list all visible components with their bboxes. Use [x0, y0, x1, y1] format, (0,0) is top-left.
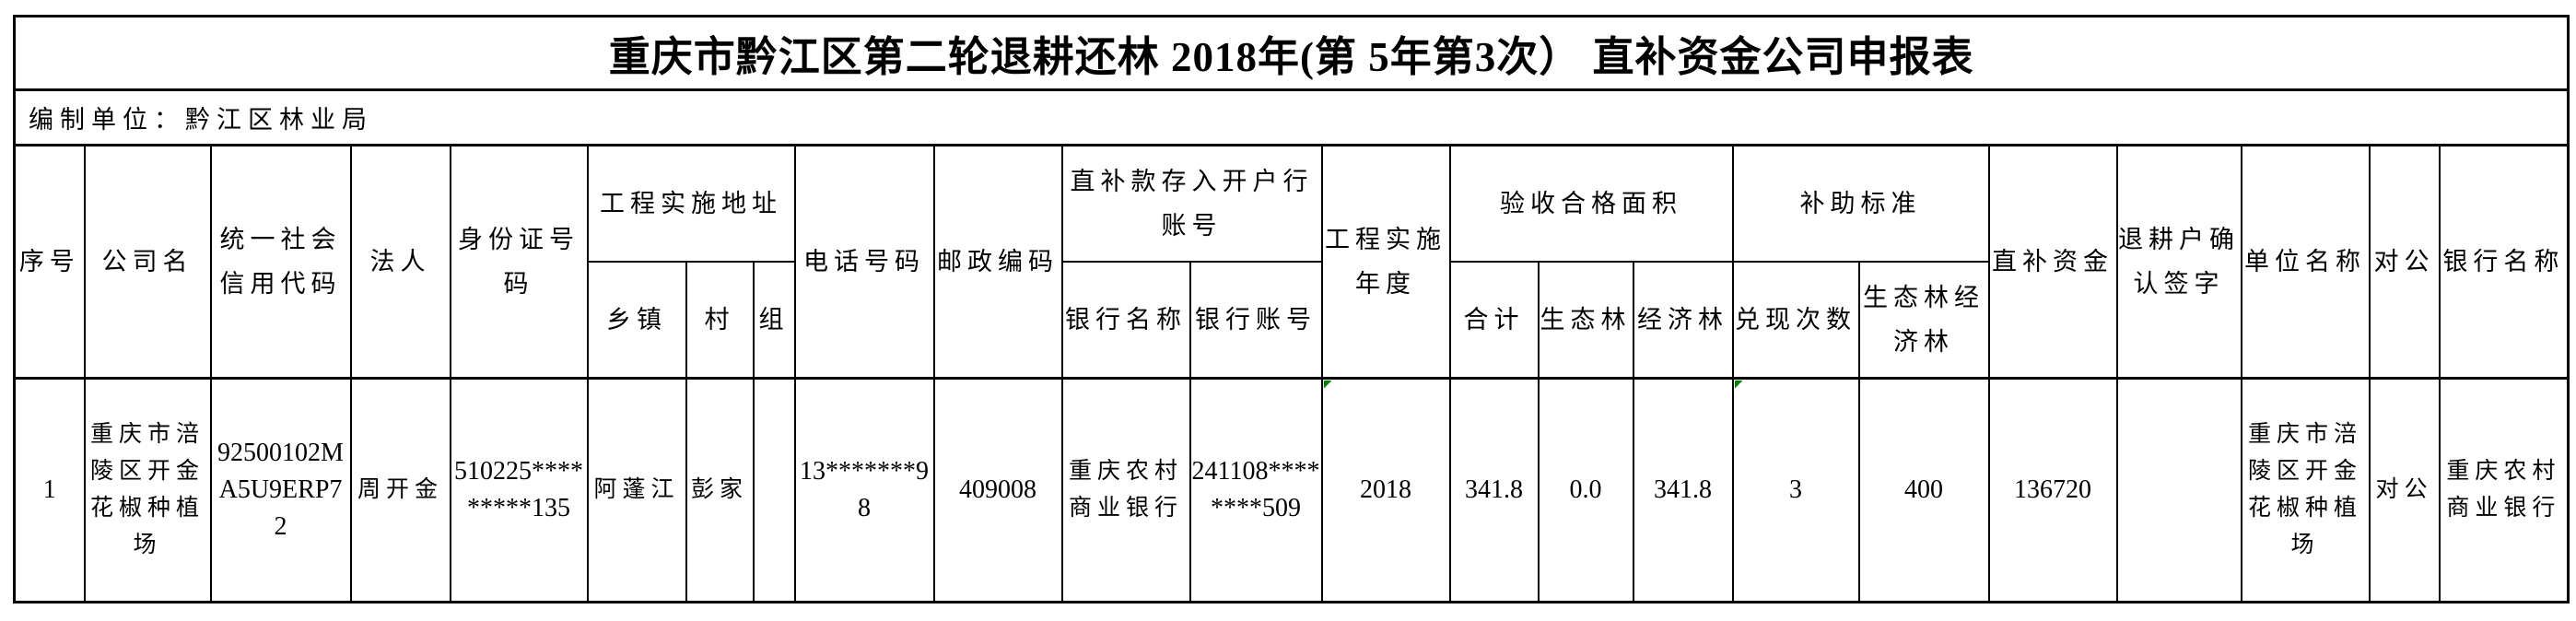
header-receiving-bank-name: 银行名称 — [2438, 144, 2570, 380]
header-credit-code: 统一社会信用代码 — [209, 144, 352, 380]
header-township: 乡镇 — [586, 260, 687, 380]
cell-serial-number: 1 — [13, 377, 86, 603]
cell-team — [752, 377, 796, 603]
header-company: 公司名 — [83, 144, 212, 380]
header-farmer-signature: 退耕户确认签字 — [2115, 144, 2242, 380]
cell-payment-count-value: 3 — [1789, 475, 1802, 504]
header-bank-account: 银行账号 — [1188, 260, 1323, 380]
cell-ecological-forest: 0.0 — [1537, 377, 1634, 603]
cell-corporate: 对公 — [2368, 377, 2441, 603]
cell-postcode: 409008 — [932, 377, 1063, 603]
cell-area-total: 341.8 — [1448, 377, 1540, 603]
cell-id-number: 510225*********135 — [449, 377, 589, 603]
header-team: 组 — [752, 260, 796, 380]
header-group-project-address: 工程实施地址 — [586, 144, 796, 263]
green-triangle-marker-icon — [1734, 381, 1743, 389]
cell-year: 2018 — [1320, 377, 1451, 603]
cell-standard: 400 — [1857, 377, 1990, 603]
header-phone: 电话号码 — [793, 144, 935, 380]
cell-subsidy-amount: 136720 — [1987, 377, 2118, 603]
header-group-accepted-area: 验收合格面积 — [1448, 144, 1734, 263]
green-triangle-marker-icon — [1323, 381, 1332, 389]
cell-unit-name: 重庆市涪陵区开金花椒种植场 — [2240, 377, 2371, 603]
report-title: 重庆市黔江区第二轮退耕还林 2018年(第 5年第3次） 直补资金公司申报表 — [13, 15, 2570, 91]
cell-credit-code: 92500102MA5U9ERP72 — [209, 377, 352, 603]
cell-economic-forest: 341.8 — [1632, 377, 1734, 603]
header-project-year: 工程实施年度 — [1320, 144, 1451, 380]
cell-township: 阿蓬江 — [586, 377, 687, 603]
cell-phone: 13*******98 — [793, 377, 935, 603]
header-eco-econ-standard: 生态林经济林 — [1857, 260, 1990, 380]
prepared-by-line: 编制单位：黔江区林业局 — [13, 88, 2570, 146]
header-subsidy-amount: 直补资金 — [1987, 144, 2118, 380]
cell-signature — [2115, 377, 2242, 603]
cell-legal-person: 周开金 — [349, 377, 451, 603]
header-group-deposit-account: 直补款存入开户行账号 — [1060, 144, 1323, 263]
header-serial-number: 序号 — [13, 144, 86, 380]
cell-company-name: 重庆市涪陵区开金花椒种植场 — [83, 377, 212, 603]
header-legal-person: 法人 — [349, 144, 451, 380]
header-village: 村 — [685, 260, 755, 380]
cell-payment-count: 3 — [1731, 377, 1860, 603]
cell-bank-name: 重庆农村商业银行 — [1060, 377, 1191, 603]
report-sheet: 重庆市黔江区第二轮退耕还林 2018年(第 5年第3次） 直补资金公司申报表 编… — [13, 15, 2570, 603]
header-payment-count: 兑现次数 — [1731, 260, 1860, 380]
header-area-total: 合计 — [1448, 260, 1540, 380]
cell-village: 彭家 — [685, 377, 755, 603]
table-row: 1 重庆市涪陵区开金花椒种植场 92500102MA5U9ERP72 周开金 5… — [13, 377, 2570, 603]
header-economic-forest: 经济林 — [1632, 260, 1734, 380]
header-postcode: 邮政编码 — [932, 144, 1063, 380]
header-corporate: 对公 — [2368, 144, 2441, 380]
cell-year-value: 2018 — [1360, 475, 1411, 504]
header-ecological-forest: 生态林 — [1537, 260, 1634, 380]
header-id-number: 身份证号码 — [449, 144, 589, 380]
cell-bank-account: 241108********509 — [1188, 377, 1323, 603]
header-unit-name: 单位名称 — [2240, 144, 2371, 380]
report-table: 重庆市黔江区第二轮退耕还林 2018年(第 5年第3次） 直补资金公司申报表 编… — [13, 15, 2570, 603]
cell-receiving-bank-name: 重庆农村商业银行 — [2438, 377, 2570, 603]
header-group-subsidy-standard: 补助标准 — [1731, 144, 1990, 263]
header-bank-name: 银行名称 — [1060, 260, 1191, 380]
